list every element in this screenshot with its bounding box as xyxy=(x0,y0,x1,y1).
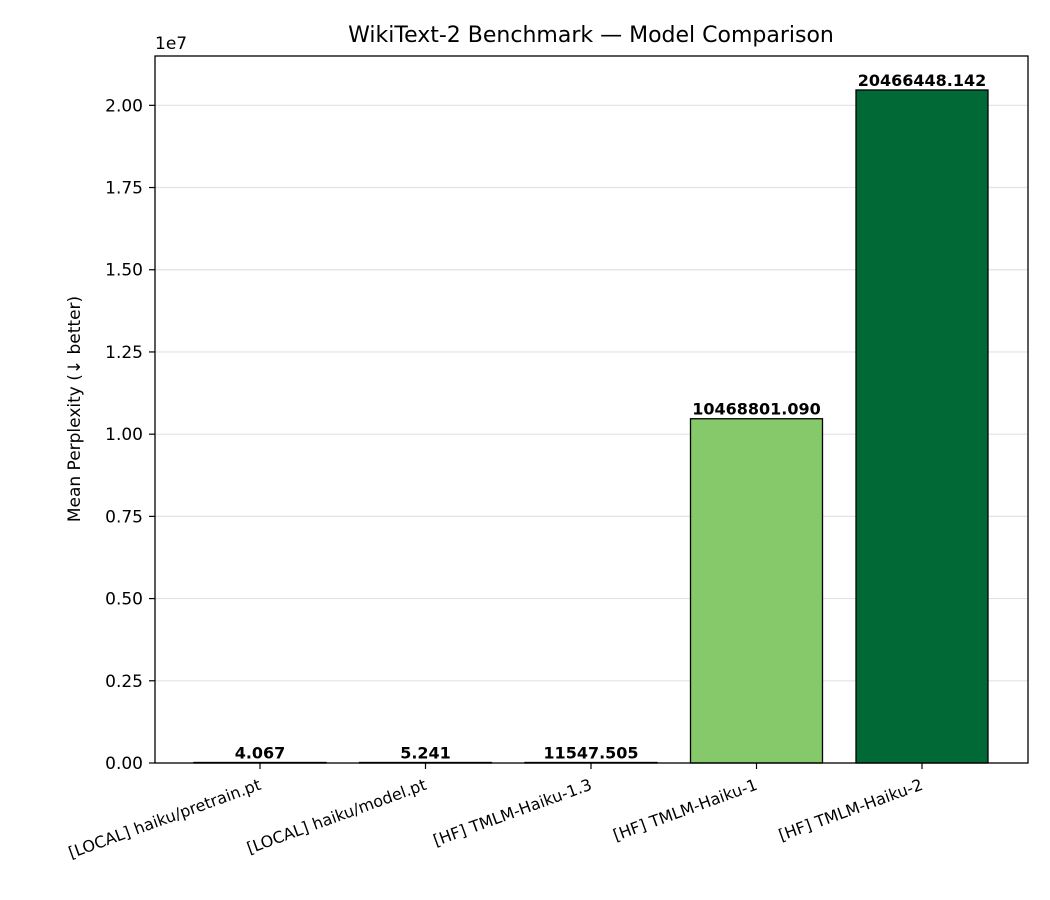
data-labels: 4.067 5.241 11547.505 10468801.090 20466448.… xyxy=(235,71,987,763)
data-label-4: 10468801.090 xyxy=(692,400,821,419)
bars xyxy=(193,89,989,764)
x-tick-label: [LOCAL] haiku/model.pt xyxy=(244,775,429,858)
x-ticks: [LOCAL] haiku/pretrain.pt[LOCAL] haiku/m… xyxy=(66,763,925,862)
x-tick-label: [HF] TMLM-Haiku-2 xyxy=(776,775,925,845)
chart-title: WikiText-2 Benchmark — Model Comparison xyxy=(348,23,834,48)
y-multiplier-label: 1e7 xyxy=(155,34,187,54)
x-tick-label: [LOCAL] haiku/pretrain.pt xyxy=(66,775,263,862)
y-tick-label: 1.50 xyxy=(105,261,143,281)
data-label-2: 5.241 xyxy=(400,744,451,763)
y-axis-label: Mean Perplexity (↓ better) xyxy=(65,296,85,522)
y-tick-label: 0.50 xyxy=(105,590,143,610)
x-tick-label: [HF] TMLM-Haiku-1 xyxy=(611,775,760,845)
y-ticks: 0.00 0.25 0.50 0.75 1.00 1.25 1.50 1.75 2.00 xyxy=(105,96,155,774)
y-tick-label: 0.75 xyxy=(105,507,143,527)
y-tick-label: 1.25 xyxy=(105,343,143,363)
data-label-3: 11547.505 xyxy=(543,744,638,763)
data-label-1: 4.067 xyxy=(235,744,286,763)
y-tick-label: 1.75 xyxy=(105,179,143,199)
y-tick-label: 1.00 xyxy=(105,425,143,445)
data-label-5: 20466448.142 xyxy=(858,71,987,90)
y-tick-label: 0.25 xyxy=(105,672,143,692)
plot-frame xyxy=(154,55,1029,764)
bar-4 xyxy=(689,418,824,764)
bar-5 xyxy=(855,89,989,764)
grid-lines xyxy=(155,104,1028,682)
x-tick-label: [HF] TMLM-Haiku-1.3 xyxy=(431,775,595,850)
y-tick-label: 2.00 xyxy=(105,96,143,116)
y-tick-label: 0.00 xyxy=(105,754,143,774)
